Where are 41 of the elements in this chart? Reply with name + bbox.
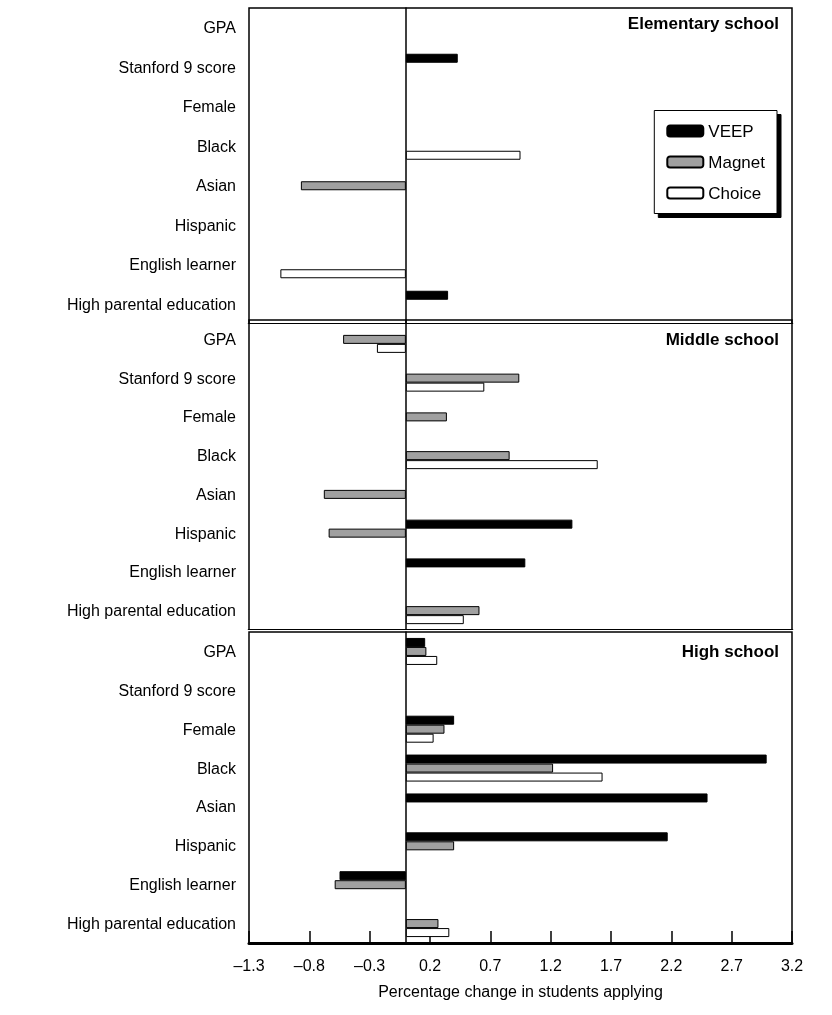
chart-title: Elementary school [627,14,780,33]
x-tick-label: 2.7 [720,956,743,974]
x-tick-label: 3.2 [780,956,804,974]
y-tick-label: GPA [203,19,237,37]
x-axis-title: Percentage change in students applying [378,982,663,1000]
y-tick-label: Asian [195,485,236,503]
y-tick-label: Female [182,720,237,738]
x-tick-label: –1.3 [233,956,265,974]
y-tick-label: High parental education [66,915,236,933]
x-tick-label: –0.8 [293,956,326,974]
y-tick-label: Black [196,137,237,155]
y-tick-label: Stanford 9 score [118,681,237,699]
text: High school [681,642,779,661]
y-tick-label: Asian [195,798,236,816]
text: Middle school [665,330,779,349]
y-tick-label: Stanford 9 score [118,58,237,76]
x-tick-label: 2.2 [660,956,683,974]
legend-label: Magnet [708,152,766,172]
y-tick-label: English learner [129,563,237,581]
legend-label: VEEP [708,121,754,141]
legend-label: Choice [708,183,762,203]
y-tick-label: Female [182,98,237,116]
y-tick-label: Black [196,447,237,465]
y-tick-label: Female [182,408,237,426]
y-tick-label: GPA [203,642,237,660]
y-tick-label: Black [196,759,237,777]
y-tick-label: Hispanic [174,524,236,542]
y-tick-label: Hispanic [174,216,236,234]
y-tick-label: English learner [129,876,237,894]
y-tick-label: GPA [203,330,237,348]
y-tick-label: English learner [129,256,237,274]
x-tick-label: 0.2 [418,956,442,974]
y-tick-label: Stanford 9 score [118,369,237,387]
x-tick-label: 1.2 [539,956,562,974]
y-tick-label: Asian [195,177,236,195]
x-tick-label: 1.7 [599,956,623,974]
y-tick-label: High parental education [66,602,236,620]
x-tick-label: 0.7 [479,956,502,974]
x-tick-label: –0.3 [354,956,386,974]
y-tick-label: High parental education [66,295,236,313]
y-tick-label: Hispanic [174,837,236,855]
